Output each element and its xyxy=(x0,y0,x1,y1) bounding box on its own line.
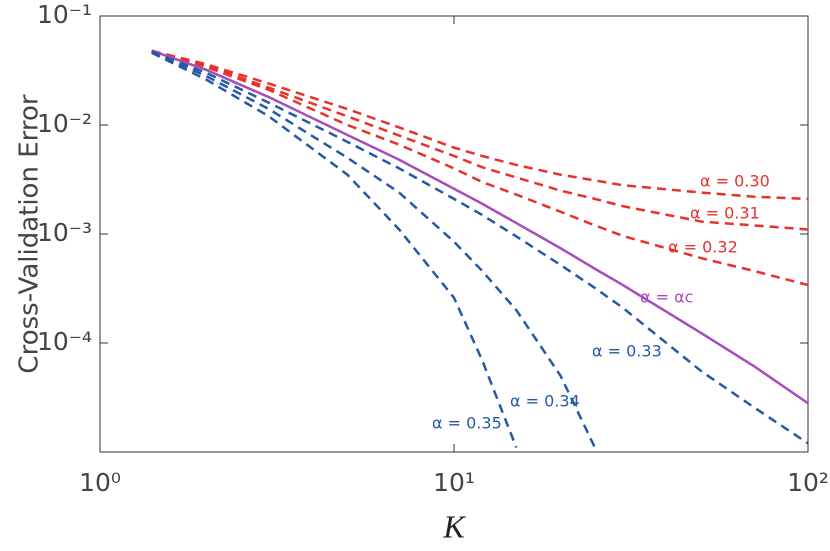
series-label: α = 0.31 xyxy=(690,204,760,223)
series-label: α = 0.33 xyxy=(592,342,662,361)
series-line xyxy=(151,50,596,449)
y-tick-label: 10⁻² xyxy=(37,109,92,138)
series-line xyxy=(151,49,808,231)
series-line xyxy=(151,49,808,405)
series-line xyxy=(151,49,808,287)
series-label: α = 0.34 xyxy=(510,392,580,411)
y-tick-label: 10⁻⁴ xyxy=(37,327,92,356)
x-tick-label: 10⁰ xyxy=(79,468,121,497)
plot-lines xyxy=(151,49,808,449)
series-label: α = 0.35 xyxy=(432,414,502,433)
series-line xyxy=(151,50,808,445)
series-line xyxy=(151,49,808,201)
x-tick-label: 10² xyxy=(787,468,829,497)
y-tick-label: 10⁻¹ xyxy=(37,0,92,29)
x-tick-label: 10¹ xyxy=(433,468,475,497)
plot-frame xyxy=(99,15,809,453)
series-line xyxy=(151,51,518,448)
y-tick-label: 10⁻³ xyxy=(37,218,92,247)
x-axis-label: K xyxy=(442,508,466,544)
y-axis-label: Cross-Validation Error xyxy=(15,94,45,373)
series-label: α = 0.30 xyxy=(700,172,770,191)
series-label: α = αc xyxy=(640,288,693,307)
series-label: α = 0.32 xyxy=(668,238,738,257)
